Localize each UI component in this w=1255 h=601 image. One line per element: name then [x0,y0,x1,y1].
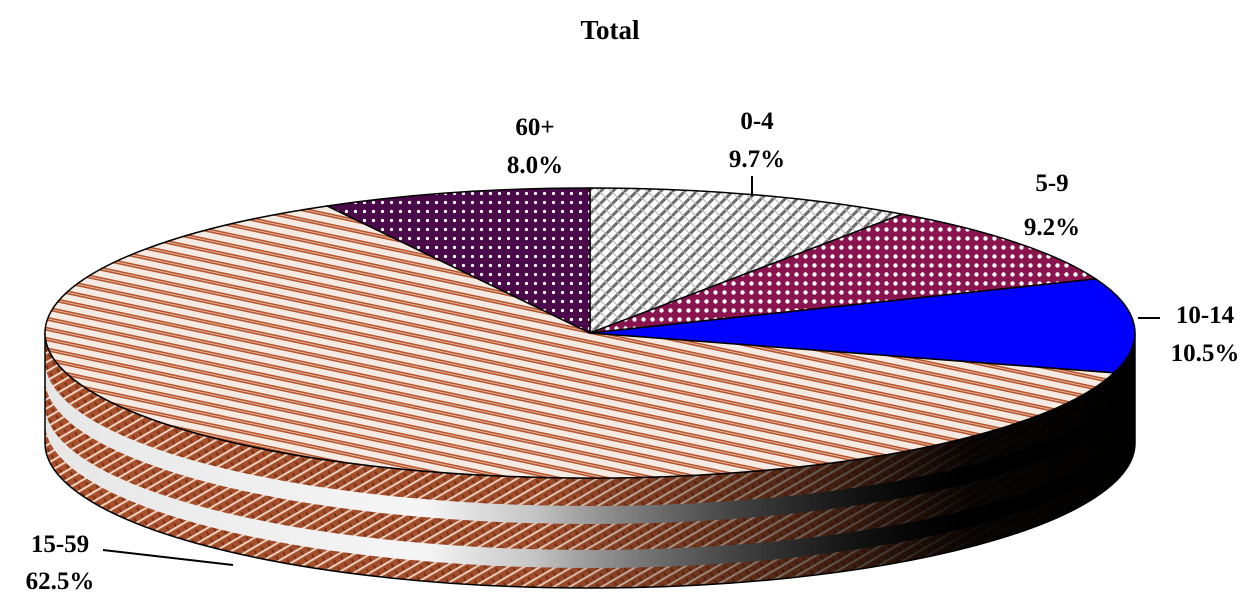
side-wall-shade [45,333,1135,588]
pie-slice-15-59 [44,205,1116,479]
pie-slice-0-4 [589,187,906,335]
chart-title: Total [580,15,640,45]
slice-labels: 0-4 9.7% 5-9 9.2% 10-14 10.5% 15-59 62.5% 60+ 8.0… [26,108,1240,595]
slice-label-60+: 60+ [515,114,554,141]
slice-label-0-4: 0-4 [740,108,774,135]
pie-slice-10-14 [589,278,1136,374]
slice-value-60+: 8.0% [507,152,563,179]
pie-slice-60+ [324,187,591,335]
slice-label-10-14: 10-14 [1176,302,1235,329]
pie-slices [44,187,1136,479]
slice-label-15-59: 15-59 [31,531,89,558]
label-leader-lines [102,176,1160,566]
leader-line-15-59 [102,549,234,566]
slice-value-15-59: 62.5% [26,568,95,595]
slice-value-5-9: 9.2% [1024,214,1080,241]
slice-label-5-9: 5-9 [1035,170,1068,197]
pie-slice-5-9 [589,213,1098,334]
slice-value-10-14: 10.5% [1171,340,1240,367]
slice-value-0-4: 9.7% [729,146,785,173]
